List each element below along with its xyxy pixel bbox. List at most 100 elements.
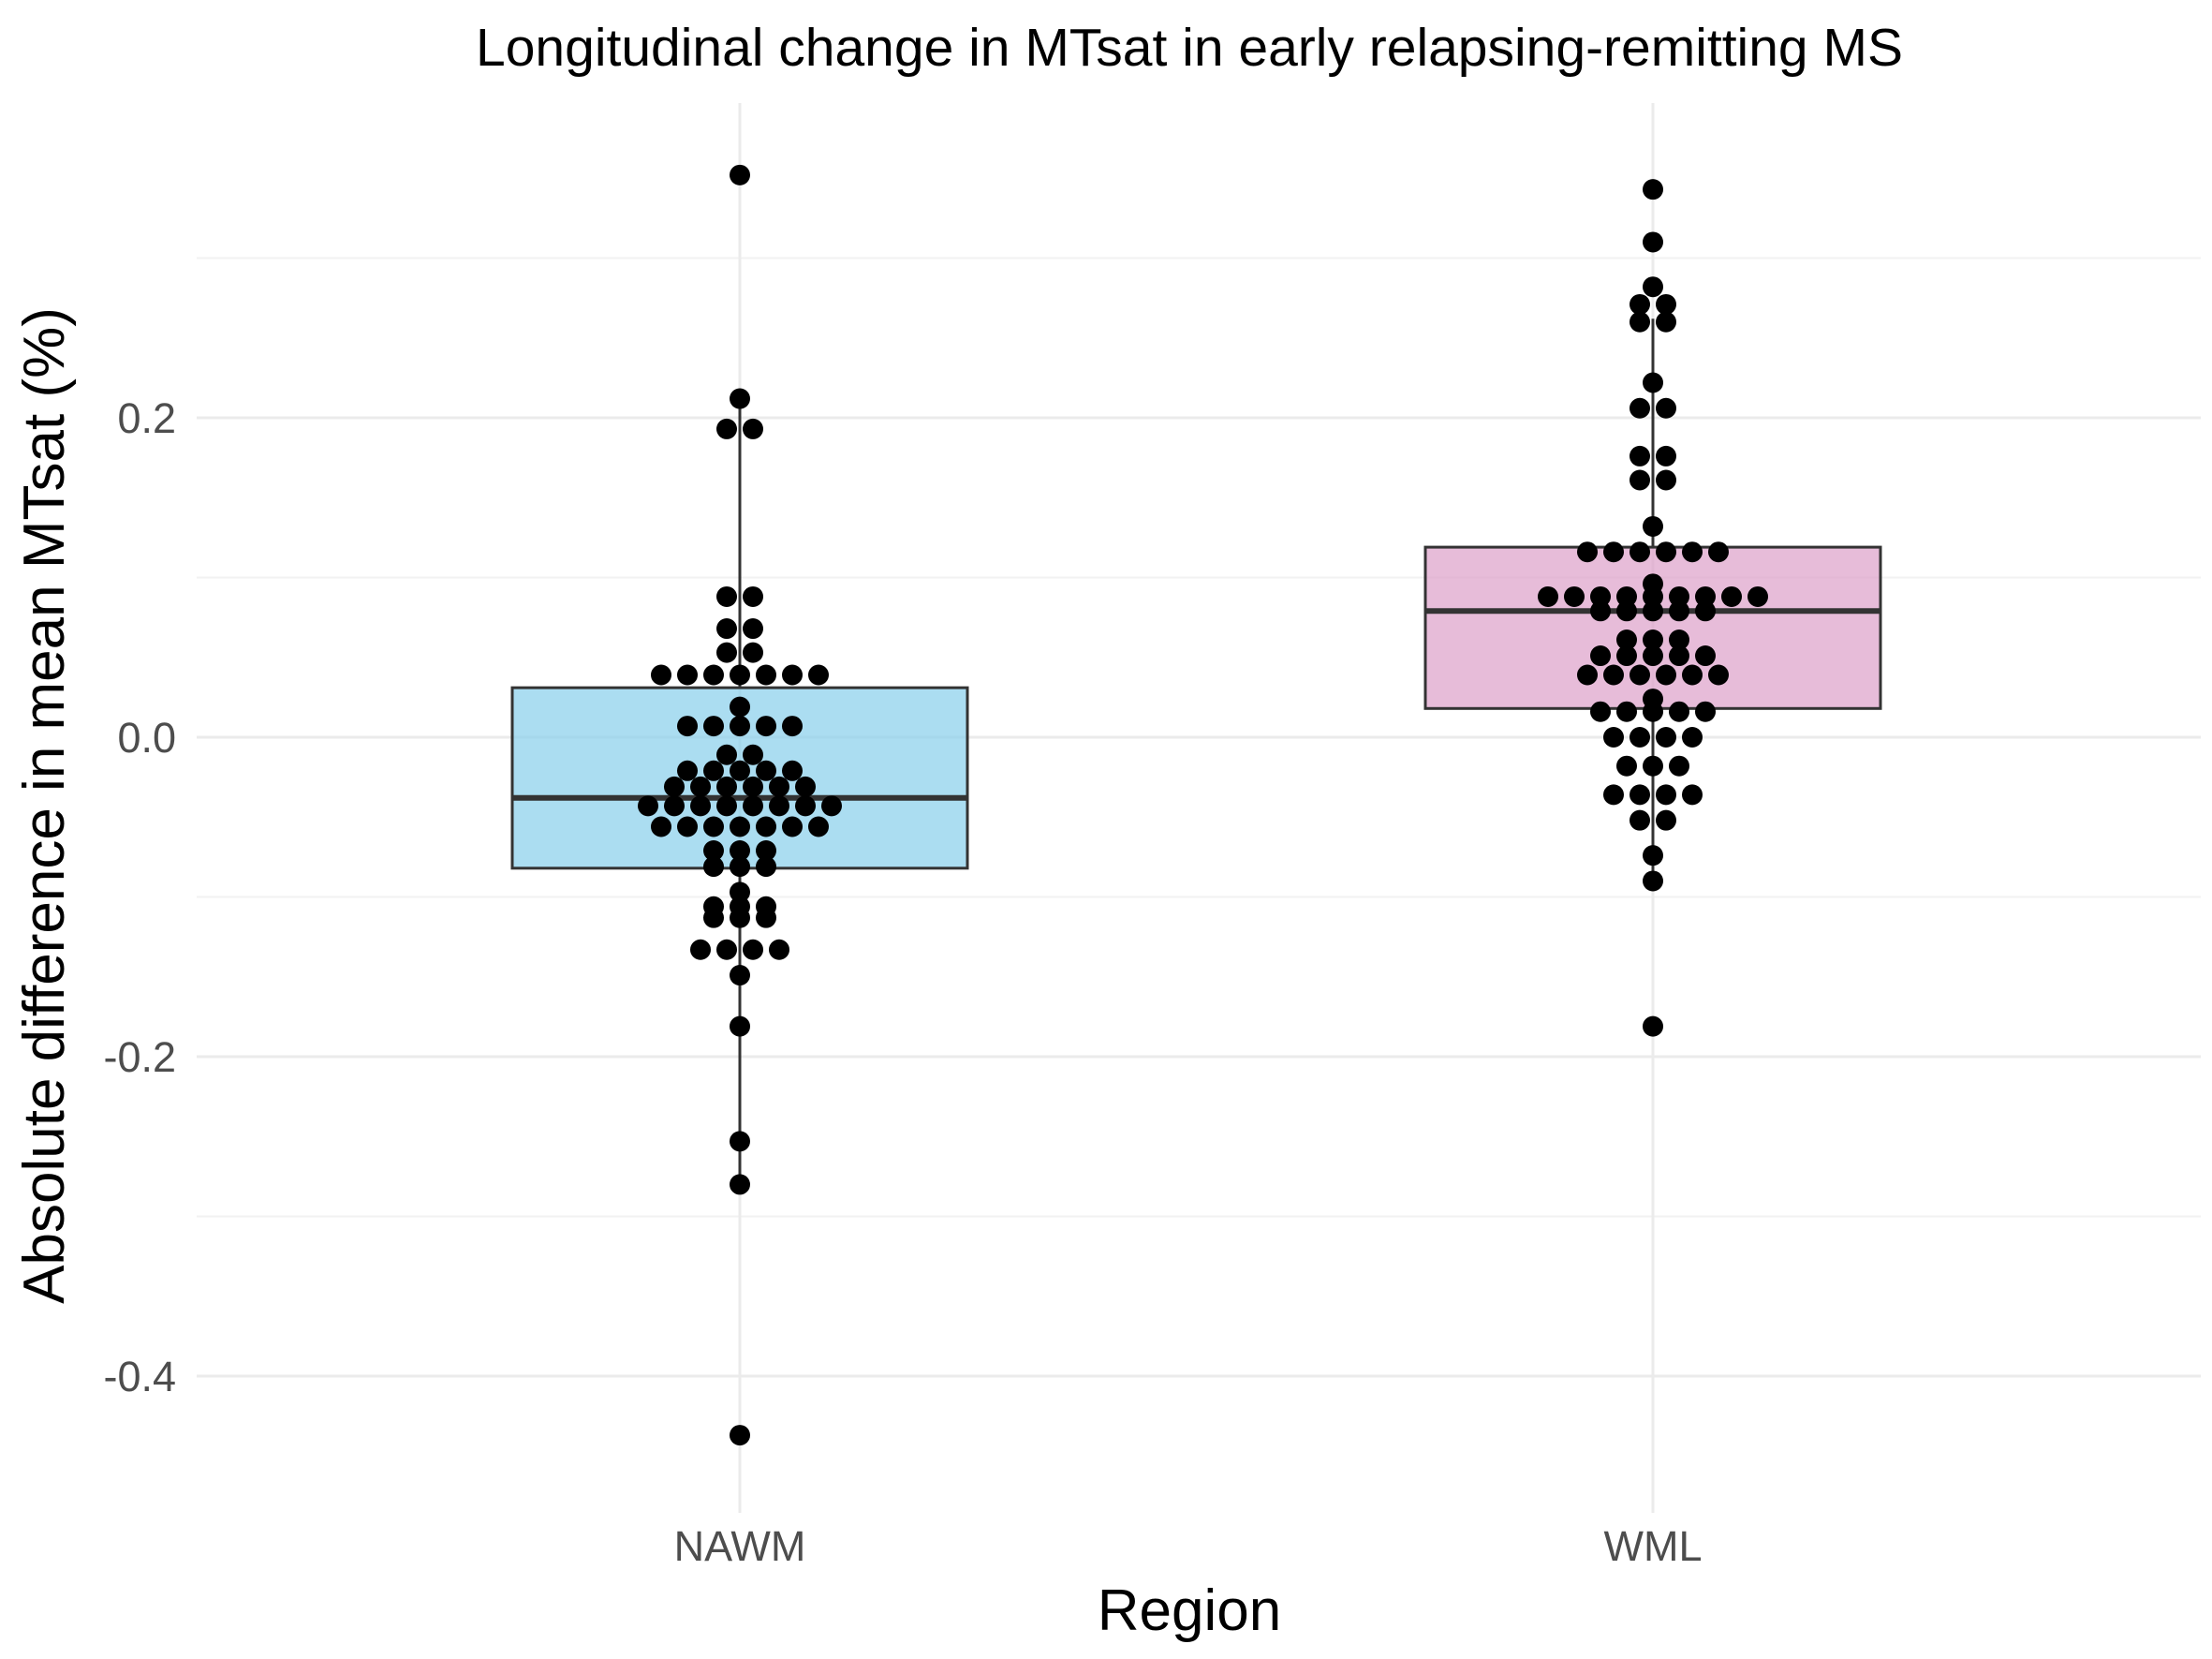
data-point [756,716,776,737]
data-point [730,881,750,903]
data-point [782,760,803,781]
data-point [1656,727,1676,748]
data-point [1538,585,1558,607]
data-point [703,664,724,686]
y-tick-label: -0.4 [103,1353,176,1400]
data-point [1616,645,1637,667]
data-point [1603,541,1624,563]
data-point [730,716,750,737]
data-point [677,816,698,837]
data-point [1590,585,1611,607]
data-point [756,664,776,686]
data-point [1630,809,1650,831]
data-point [716,744,737,765]
data-point [716,418,737,439]
chart-title: Longitudinal change in MTsat in early re… [476,18,1903,78]
data-point [1669,629,1689,650]
data-point [730,1015,750,1037]
data-point [756,840,776,862]
data-point [730,840,750,862]
data-point [1656,397,1676,419]
data-point [703,816,724,837]
data-point [1708,664,1729,686]
data-point [1630,293,1650,315]
data-point [808,816,829,837]
data-point [1630,445,1650,467]
data-point [1616,701,1637,722]
data-point [1616,600,1637,622]
data-point [703,716,724,737]
data-point [1656,293,1676,315]
data-point [730,1131,750,1152]
data-point [756,816,776,837]
data-point [716,795,737,817]
data-point [743,744,763,765]
data-point [756,907,776,928]
data-point [782,816,803,837]
data-point [1643,600,1663,622]
data-point [782,716,803,737]
data-point [1643,179,1663,200]
data-point [1656,541,1676,563]
data-point [743,795,763,817]
data-point [1669,585,1689,607]
data-point [743,939,763,960]
data-point [743,642,763,663]
data-point [743,776,763,797]
data-point [1669,755,1689,777]
data-point [1630,469,1650,491]
y-axis-ticks: -0.4 -0.2 0.0 0.2 [103,394,176,1400]
data-point [1564,585,1585,607]
data-point [1590,645,1611,667]
data-point [1656,311,1676,333]
data-point [1630,541,1650,563]
data-point [703,856,724,878]
data-point [730,1174,750,1195]
data-point [716,642,737,663]
data-point [1643,701,1663,722]
y-tick-label: -0.2 [103,1033,176,1081]
data-point [1669,600,1689,622]
data-point [716,939,737,960]
data-point [795,776,816,797]
data-point [1656,809,1676,831]
data-point [769,939,789,960]
data-point [782,664,803,686]
y-tick-label: 0.0 [117,714,176,762]
grid-lines [197,103,2201,1513]
data-point [651,664,671,686]
data-point [716,618,737,640]
data-point [730,816,750,837]
data-point [1643,845,1663,867]
data-point [1721,585,1742,607]
data-point [1630,727,1650,748]
data-point [730,696,750,718]
data-point [756,856,776,878]
data-point [703,760,724,781]
data-point [1708,541,1729,563]
data-points [638,164,1768,1446]
data-point [1643,629,1663,650]
data-point [1643,1015,1663,1037]
data-point [1682,541,1703,563]
data-point [1669,701,1689,722]
data-point [677,664,698,686]
box-wml [1423,545,1882,710]
data-point [730,388,750,409]
data-point [1603,784,1624,806]
data-point [703,840,724,862]
data-point [1682,784,1703,806]
data-point [1643,515,1663,537]
data-point [677,760,698,781]
data-point [730,965,750,986]
data-point [1643,755,1663,777]
data-point [664,795,685,817]
data-point [1643,276,1663,298]
data-point [690,939,711,960]
data-point [1616,755,1637,777]
y-axis-title: Absolute difference in mean MTsat (%) [12,307,77,1304]
data-point [1669,645,1689,667]
data-point [1643,372,1663,393]
x-axis-title: Region [1098,1578,1281,1643]
